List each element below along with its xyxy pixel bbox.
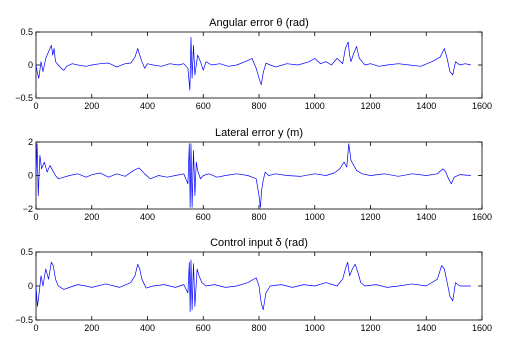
x-tick-label: 0 <box>33 101 38 111</box>
panel-title: Control input δ (rad) <box>210 237 308 249</box>
panel-3: Control input δ (rad) 0 200 400 600 800 1000 12… <box>15 237 492 333</box>
y-tick-label: 0 <box>28 171 33 181</box>
x-tick-label: 600 <box>196 101 211 111</box>
panel-title: Angular error θ (rad) <box>209 17 309 29</box>
x-tick-label: 200 <box>84 101 99 111</box>
x-tick-label: 1000 <box>305 101 325 111</box>
x-tick-label: 1200 <box>360 212 380 222</box>
series-line <box>35 143 471 208</box>
panel-1: Angular error θ (rad) 0 200 400 600 800 1000 12… <box>15 17 492 111</box>
x-tick-label: 600 <box>196 212 211 222</box>
series-line <box>35 36 471 91</box>
x-tick-label: 800 <box>251 212 266 222</box>
panel-2: Lateral error y (m) 0 200 400 600 800 1000 1200… <box>23 127 492 222</box>
y-tick-label: −2 <box>23 204 33 214</box>
x-tick-label: 1000 <box>305 212 325 222</box>
x-tick-label: 200 <box>84 323 99 333</box>
x-tick-label: 0 <box>33 212 38 222</box>
axes-box <box>35 31 483 99</box>
panel-title: Lateral error y (m) <box>215 127 303 139</box>
x-tick-label: 800 <box>251 323 266 333</box>
y-tick-label: 2 <box>28 137 33 147</box>
y-tick-label: 0 <box>28 281 33 291</box>
y-tick-label: −0.5 <box>15 93 33 103</box>
x-tick-label: 400 <box>140 101 155 111</box>
y-tick-label: 0 <box>28 60 33 70</box>
y-tick-label: 0.5 <box>20 247 33 257</box>
x-tick-label: 0 <box>33 323 38 333</box>
x-tick-label: 1400 <box>416 323 436 333</box>
x-tick-label: 400 <box>140 212 155 222</box>
axes-box <box>35 141 483 210</box>
x-tick-label: 1200 <box>360 323 380 333</box>
x-tick-label: 1600 <box>472 323 492 333</box>
x-tick-label: 200 <box>84 212 99 222</box>
x-tick-label: 1200 <box>360 101 380 111</box>
y-tick-label: 0.5 <box>20 27 33 37</box>
x-tick-label: 800 <box>251 101 266 111</box>
x-tick-label: 1600 <box>472 212 492 222</box>
series-line <box>35 259 471 313</box>
x-tick-label: 400 <box>140 323 155 333</box>
x-tick-label: 1400 <box>416 101 436 111</box>
x-tick-label: 1000 <box>305 323 325 333</box>
x-tick-label: 600 <box>196 323 211 333</box>
x-tick-label: 1600 <box>472 101 492 111</box>
x-tick-label: 1400 <box>416 212 436 222</box>
y-tick-label: −0.5 <box>15 315 33 325</box>
